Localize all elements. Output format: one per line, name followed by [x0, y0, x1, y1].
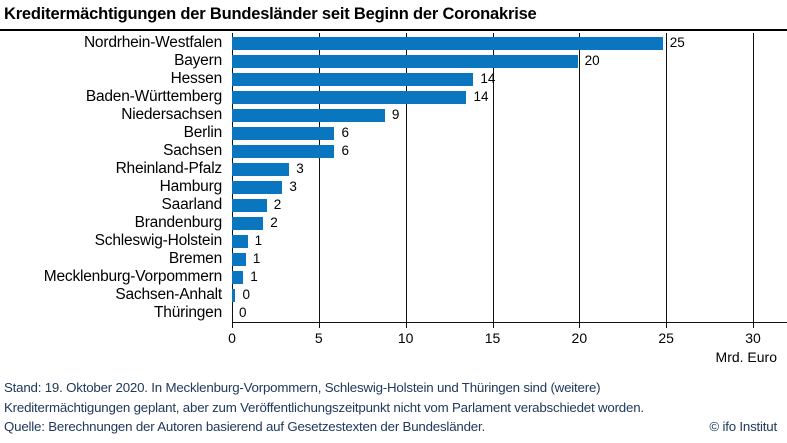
- value-label: 1: [250, 269, 258, 284]
- category-label: Saarland: [161, 196, 223, 213]
- category-label: Brandenburg: [134, 214, 223, 231]
- value-label: 6: [341, 125, 349, 140]
- gridline-25: [666, 33, 668, 322]
- category-label: Rheinland-Pfalz: [115, 160, 223, 177]
- title-divider: [0, 29, 787, 31]
- bar: [232, 180, 283, 194]
- gridline-15: [492, 33, 494, 322]
- bar-row: Mecklenburg-Vorpommern 1: [0, 268, 787, 286]
- value-label: 2: [273, 197, 282, 212]
- gridline-10: [405, 33, 407, 322]
- category-label: Thüringen: [154, 304, 222, 321]
- bar: [232, 216, 264, 230]
- category-label: Bayern: [174, 52, 222, 69]
- bar: [232, 108, 385, 122]
- x-tick-label: 25: [658, 330, 674, 346]
- gridline-20: [579, 33, 581, 322]
- bar-row: Sachsen 6: [0, 142, 787, 160]
- category-label: Hamburg: [159, 178, 223, 195]
- value-label: 3: [289, 179, 297, 194]
- bar-row: Rheinland-Pfalz 3: [0, 160, 787, 178]
- category-label: Sachsen: [163, 142, 222, 159]
- category-label: Niedersachsen: [121, 106, 222, 123]
- gridline-0: [232, 33, 233, 322]
- source-note: Quelle: Berechnungen der Autoren basiere…: [4, 419, 485, 434]
- x-tick: [666, 322, 668, 328]
- bar-row: Berlin 6: [0, 124, 787, 142]
- x-axis-line: [232, 322, 787, 323]
- bar: [232, 270, 244, 284]
- x-tick-label: 20: [571, 330, 588, 346]
- bar-row: Bayern 20: [0, 52, 787, 70]
- bar: [232, 54, 578, 68]
- bar: [232, 198, 267, 212]
- x-tick-label: 0: [228, 330, 236, 346]
- bar: [232, 144, 335, 158]
- bar: [232, 288, 236, 302]
- bar: [232, 162, 290, 176]
- x-tick: [405, 322, 407, 328]
- value-label: 0: [239, 305, 247, 320]
- bar-row: Hessen 14: [0, 70, 787, 88]
- value-label: 1: [254, 233, 263, 248]
- category-label: Sachsen-Anhalt: [115, 286, 222, 303]
- value-label: 25: [669, 35, 685, 50]
- gridline-5: [318, 33, 320, 322]
- bar: [232, 126, 335, 140]
- x-tick-label: 10: [397, 330, 414, 346]
- bar-row: Sachsen-Anhalt 0: [0, 286, 787, 304]
- category-label: Berlin: [183, 124, 223, 141]
- value-label: 3: [296, 161, 304, 176]
- category-label: Hessen: [170, 70, 223, 87]
- bar-row: Niedersachsen 9: [0, 106, 787, 124]
- footnote-block: Stand: 19. Oktober 2020. In Mecklenburg-…: [4, 378, 777, 437]
- footnote-line-1: Stand: 19. Oktober 2020. In Mecklenburg-…: [4, 380, 601, 395]
- plot-area: Nordrhein-Westfalen 25 Bayern 20 Hessen 14 Bad…: [0, 33, 787, 322]
- value-label: 9: [391, 107, 400, 122]
- footnote-line-2: Kreditermächtigungen geplant, aber zum V…: [4, 399, 644, 415]
- bar: [232, 252, 246, 266]
- chart-title: Kreditermächtigungen der Bundesländer se…: [4, 5, 537, 23]
- category-label: Nordrhein-Westfalen: [83, 34, 222, 51]
- copyright-note: © ifo Institut: [709, 419, 777, 434]
- bar-row: Schleswig-Holstein 1: [0, 232, 787, 250]
- x-tick-label: 30: [745, 330, 761, 346]
- x-tick-label: 15: [484, 330, 501, 346]
- bar: [232, 234, 248, 248]
- x-tick: [753, 322, 754, 328]
- category-label: Baden-Württemberg: [85, 88, 222, 105]
- bar-row: Thüringen 0: [0, 304, 787, 322]
- category-label: Mecklenburg-Vorpommern: [43, 268, 222, 285]
- category-label: Schleswig-Holstein: [94, 232, 223, 249]
- value-label: 1: [252, 251, 261, 266]
- gridline-30: [753, 33, 754, 322]
- category-label: Bremen: [168, 250, 222, 267]
- bar-row: Bremen 1: [0, 250, 787, 268]
- value-label: 14: [473, 89, 489, 104]
- value-label: 2: [270, 215, 278, 230]
- value-label: 6: [341, 143, 349, 158]
- x-tick-label: 5: [314, 330, 323, 346]
- bar: [232, 72, 474, 86]
- x-axis-unit-label: Mrd. Euro: [715, 349, 777, 365]
- bar-row: Saarland 2: [0, 196, 787, 214]
- bar: [232, 36, 663, 50]
- value-label: 0: [242, 287, 250, 302]
- bar-row: Nordrhein-Westfalen 25: [0, 34, 787, 52]
- value-label: 20: [584, 53, 600, 68]
- x-tick: [492, 322, 494, 328]
- value-label: 14: [480, 71, 496, 86]
- bar-row: Hamburg 3: [0, 178, 787, 196]
- bar-row: Brandenburg 2: [0, 214, 787, 232]
- x-tick: [318, 322, 320, 328]
- x-tick: [579, 322, 581, 328]
- bar: [232, 90, 467, 104]
- bar-row: Baden-Württemberg 14: [0, 88, 787, 106]
- x-tick: [232, 322, 233, 328]
